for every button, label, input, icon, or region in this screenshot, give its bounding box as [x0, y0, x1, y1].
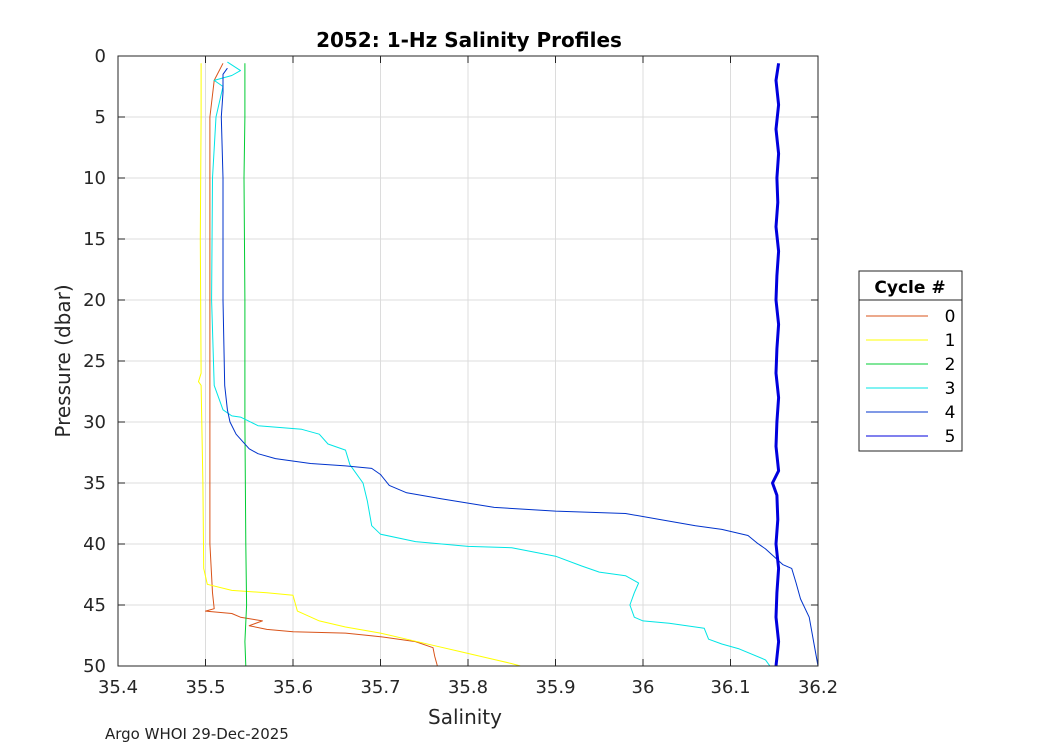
y-tick-label: 35: [83, 473, 106, 494]
y-tick-label: 20: [83, 290, 106, 311]
series-layer: [198, 61, 819, 667]
series-line-cycle-3: [211, 61, 771, 667]
legend-label-cycle-1: 1: [945, 331, 956, 351]
grid-lines: [117, 55, 819, 667]
x-tick-label: 35.6: [273, 677, 313, 698]
legend-label-cycle-0: 0: [945, 307, 956, 327]
legend-label-cycle-4: 4: [945, 403, 956, 423]
x-tick-label: 35.4: [98, 677, 138, 698]
y-tick-label: 0: [95, 46, 106, 67]
series-line-cycle-4: [220, 67, 819, 667]
x-tick-label: 36.2: [798, 677, 838, 698]
x-tick-label: 35.7: [360, 677, 400, 698]
series-line-cycle-0: [205, 63, 438, 667]
x-tick-label: 36.1: [710, 677, 750, 698]
legend: Cycle # 0 1 2 3 4 5: [858, 270, 963, 452]
y-tick-label: 50: [83, 656, 106, 677]
x-tick-label: 35.9: [535, 677, 575, 698]
y-tick-label: 45: [83, 595, 106, 616]
series-line-cycle-2: [243, 63, 248, 667]
x-axis-label: Salinity: [428, 705, 502, 729]
x-tick-label: 35.5: [185, 677, 225, 698]
y-tick-label: 40: [83, 534, 106, 555]
footer-credit: Argo WHOI 29-Dec-2025: [105, 725, 289, 743]
legend-title: Cycle #: [874, 278, 945, 298]
x-tick-label: 35.8: [448, 677, 488, 698]
axis-ticks: 35.4 35.5 35.6 35.7 35.8 35.9 36 36.1 36.2 0 5 10 15…: [83, 46, 838, 698]
legend-label-cycle-5: 5: [945, 427, 956, 447]
legend-label-cycle-3: 3: [945, 379, 956, 399]
y-tick-label: 15: [83, 229, 106, 250]
chart-title: 2052: 1-Hz Salinity Profiles: [316, 28, 622, 52]
series-line-cycle-1: [198, 63, 521, 667]
y-tick-label: 30: [83, 412, 106, 433]
y-tick-label: 10: [83, 168, 106, 189]
x-tick-label: 36: [632, 677, 655, 698]
legend-label-cycle-2: 2: [945, 355, 956, 375]
y-tick-label: 5: [95, 107, 106, 128]
y-tick-label: 25: [83, 351, 106, 372]
series-line-cycle-5: [771, 63, 781, 667]
legend-items: 0 1 2 3 4 5: [866, 307, 955, 447]
y-axis-label: Pressure (dbar): [51, 284, 75, 437]
legend-box: [858, 270, 963, 452]
